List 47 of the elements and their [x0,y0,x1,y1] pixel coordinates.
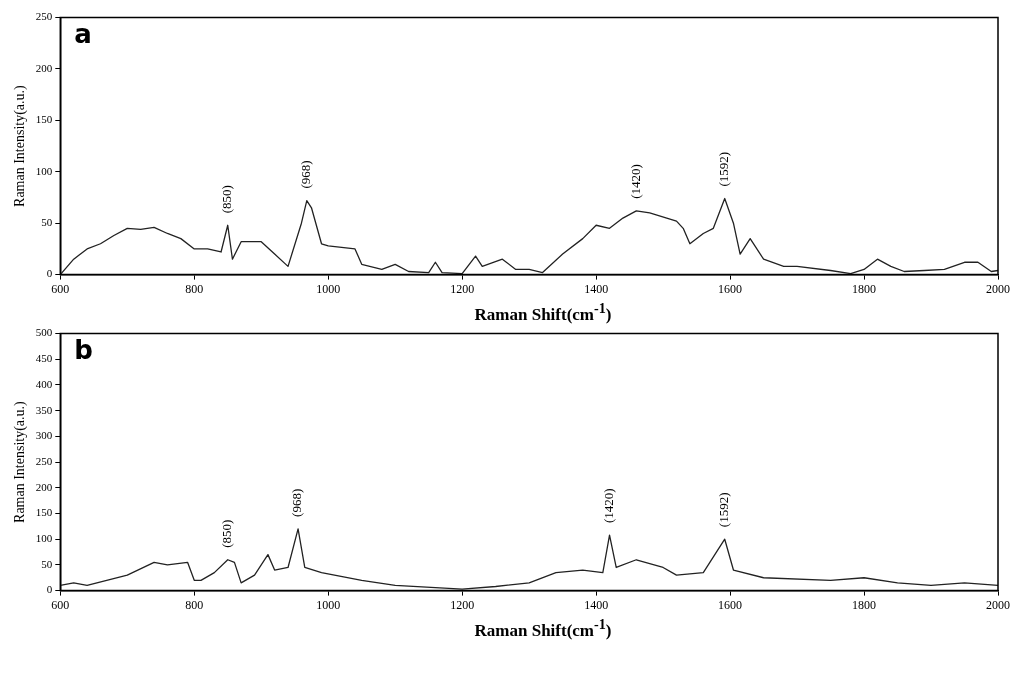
x-tick-label: 1000 [316,281,341,296]
y-tick-label: 50 [41,216,53,229]
x-tick-label: 1000 [316,597,341,612]
y-tick-label: 200 [35,480,53,493]
annotation: (1592) [716,492,732,528]
y-tick-label: 100 [35,164,53,177]
x-tick-label: 800 [185,597,204,612]
y-tick-label: 150 [35,506,53,519]
x-tick-label: 1800 [852,597,877,612]
annotation: (1420) [627,164,643,199]
y-tick-label: 400 [35,377,53,390]
x-tick-label: 1800 [852,281,877,296]
y-axis-title: Raman Intensity(a.u.) [12,84,29,207]
y-tick-label: 100 [35,532,53,545]
y-tick-label: 350 [35,403,53,416]
annotation: (1592) [716,151,732,187]
x-tick-label: 1200 [450,281,475,296]
x-tick-label: 2000 [986,597,1010,612]
y-tick-label: 150 [35,113,53,126]
y-tick-label: 200 [35,61,53,74]
x-tick-label: 1400 [584,597,609,612]
x-tick-label: 600 [51,597,70,612]
chart-title: b [74,335,93,366]
x-axis-title: Raman Shift(cm$^{-1}$) [473,300,613,324]
annotation: (1420) [600,488,616,524]
annotation: (850) [219,519,235,548]
y-tick-label: 300 [35,429,53,442]
x-tick-label: 1200 [450,597,475,612]
annotation: (968) [289,488,305,517]
y-tick-label: 250 [35,454,53,467]
y-axis-title: Raman Intensity(a.u.) [12,400,29,523]
annotation: (968) [298,160,314,189]
chart-title: a [74,19,92,50]
y-tick-label: 0 [46,267,53,280]
x-tick-label: 2000 [986,281,1010,296]
x-tick-label: 800 [185,281,204,296]
y-tick-label: 250 [35,10,53,23]
y-tick-label: 450 [35,352,53,365]
x-tick-label: 600 [51,281,70,296]
x-axis-title: Raman Shift(cm$^{-1}$) [473,616,613,640]
x-tick-label: 1600 [718,281,743,296]
annotation: (850) [219,185,235,214]
x-tick-label: 1600 [718,597,743,612]
y-tick-label: 0 [46,583,53,596]
y-tick-label: 50 [41,557,53,570]
y-tick-label: 500 [35,326,53,339]
x-tick-label: 1400 [584,281,609,296]
